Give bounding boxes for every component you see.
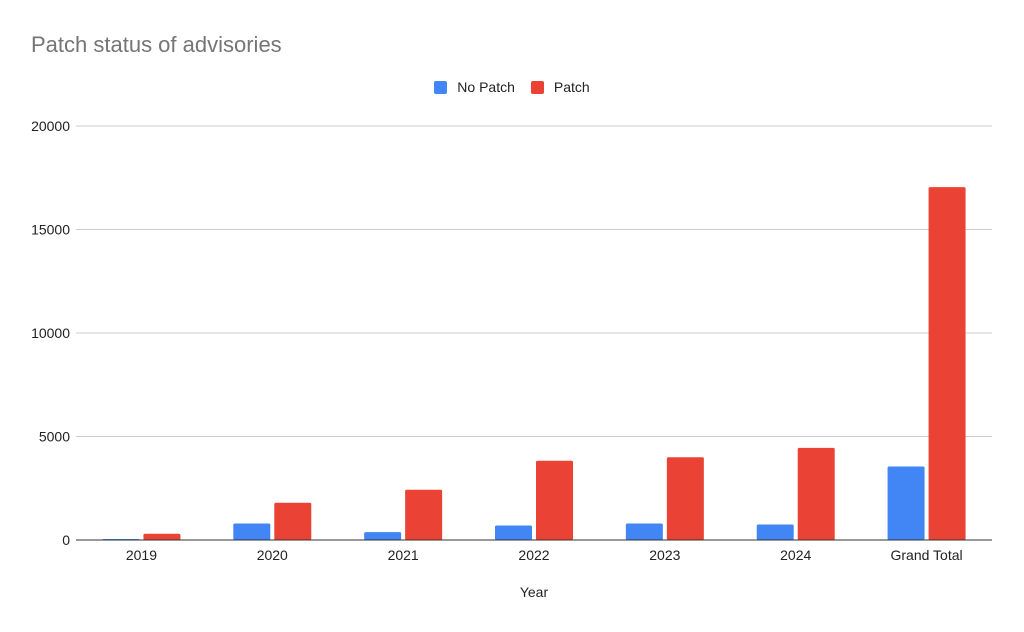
y-tick-label: 20000 (31, 118, 70, 134)
y-axis-ticks: 0 5000 10000 15000 20000 (31, 118, 70, 548)
gridlines (76, 125, 992, 437)
y-tick-label: 10000 (31, 325, 70, 341)
bar-patch-2024[interactable] (797, 447, 835, 540)
legend: No Patch Patch (0, 79, 1024, 95)
legend-label-patch: Patch (553, 79, 590, 95)
legend-swatch-patch (530, 80, 544, 94)
legend-label-no-patch: No Patch (457, 79, 515, 95)
x-tick-label: 2020 (257, 547, 288, 563)
x-tick-label: Grand Total (891, 547, 963, 563)
y-tick-label: 5000 (39, 429, 70, 445)
legend-item-no-patch[interactable]: No Patch (434, 79, 515, 95)
chart-title: Patch status of advisories (31, 32, 282, 57)
bar-no-patch-2024[interactable] (756, 524, 794, 540)
x-tick-label: 2023 (649, 547, 680, 563)
x-axis-ticks: 2019 2020 2021 2022 2023 2024 Grand Total (126, 547, 963, 563)
bar-no-patch-2020[interactable] (233, 523, 271, 540)
x-axis-title: Year (520, 584, 549, 600)
bar-no-patch-2021[interactable] (364, 532, 402, 540)
bar-patch-2023[interactable] (666, 457, 704, 540)
y-tick-label: 15000 (31, 222, 70, 238)
x-tick-label: 2022 (518, 547, 549, 563)
bar-no-patch-grand-total[interactable] (887, 466, 925, 540)
bars (102, 187, 966, 540)
legend-item-patch[interactable]: Patch (530, 79, 590, 95)
bar-no-patch-2022[interactable] (495, 525, 532, 540)
x-tick-label: 2021 (388, 547, 419, 563)
x-tick-label: 2019 (126, 547, 157, 563)
bar-patch-2019[interactable] (143, 533, 181, 540)
bar-patch-2022[interactable] (536, 460, 573, 540)
bar-patch-2020[interactable] (274, 502, 312, 540)
bar-no-patch-2023[interactable] (625, 523, 663, 540)
bar-patch-grand-total[interactable] (928, 187, 966, 540)
legend-swatch-no-patch (434, 80, 448, 94)
y-tick-label: 0 (62, 532, 70, 548)
x-tick-label: 2024 (780, 547, 811, 563)
bar-patch-2021[interactable] (405, 489, 443, 540)
